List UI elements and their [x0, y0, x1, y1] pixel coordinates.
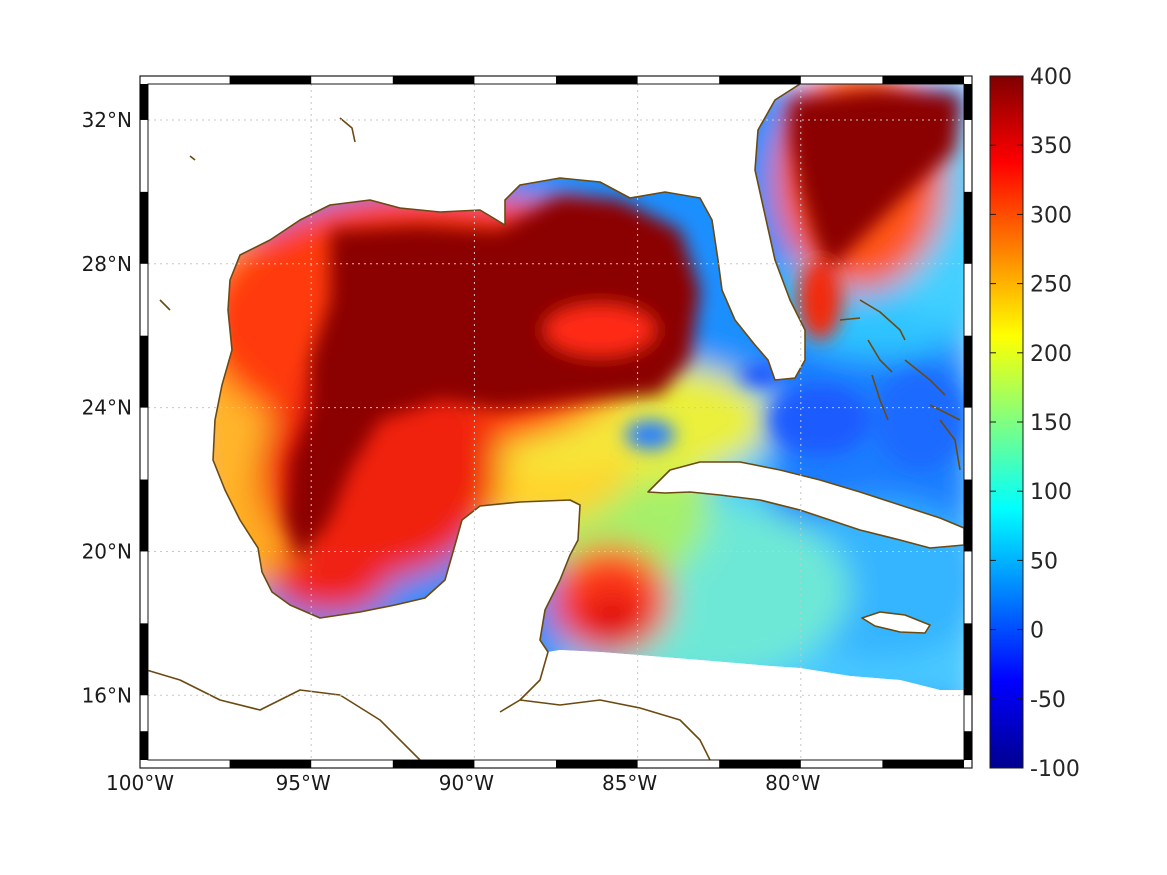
y-tick-label: 24°N	[82, 396, 132, 420]
frame-segment-top	[556, 76, 638, 84]
frame-segment-right	[964, 84, 972, 120]
colorbar-tick-label: 300	[1030, 203, 1072, 228]
y-tick-label: 32°N	[82, 108, 132, 132]
colorbar-tick-label: 150	[1030, 411, 1072, 436]
cuba-coast-line	[647, 461, 964, 549]
colorbar-tick-label: -100	[1030, 757, 1080, 782]
frame-segment-top	[392, 76, 475, 84]
colorbar-tick-label: -50	[1030, 688, 1066, 713]
central-america-coast-line	[519, 699, 711, 760]
ocean-value-field	[148, 84, 964, 760]
map-frame-checkers	[140, 76, 972, 768]
y-tick-label: 28°N	[82, 252, 132, 276]
colorbar-tick-label: 100	[1030, 480, 1072, 505]
colorbar-tick-label: 250	[1030, 273, 1072, 298]
map-grid	[148, 84, 964, 760]
x-tick-label: 95°W	[276, 771, 331, 795]
frame-segment-right	[964, 623, 972, 696]
y-tick-label: 20°N	[82, 539, 132, 563]
pacific-coast-line	[148, 669, 421, 760]
coastlines	[148, 84, 964, 760]
jamaica-coast-line	[861, 611, 931, 634]
colorbar-tick-label: 200	[1030, 342, 1072, 367]
frame-segment-bottom	[719, 760, 801, 768]
bahamas-islands	[839, 299, 961, 471]
frame-segment-left	[140, 191, 148, 264]
mexico-landmass	[148, 240, 964, 760]
colorbar-ticks: 400 350 300 250 200 150 100 50 0 -50 -100	[990, 65, 1080, 782]
frame-segment-left	[140, 623, 148, 696]
colorbar-tick-label: 400	[1030, 65, 1072, 90]
frame-segment-right	[964, 479, 972, 552]
frame-segment-bottom	[556, 760, 638, 768]
x-tick-label: 80°W	[765, 771, 820, 795]
gulf-coast-line	[269, 84, 806, 381]
x-tick-label: 90°W	[439, 771, 494, 795]
colorbar-tick-label: 50	[1030, 549, 1058, 574]
frame-segment-top	[229, 76, 312, 84]
x-tick-label: 85°W	[602, 771, 657, 795]
frame-segment-left	[140, 84, 148, 120]
frame-segment-top	[719, 76, 801, 84]
frame-segment-bottom	[392, 760, 475, 768]
y-axis-ticks: 16°N 20°N 24°N 28°N 32°N	[82, 108, 132, 707]
colorbar-tick-label: 0	[1030, 619, 1044, 644]
frame-segment-right	[964, 731, 972, 760]
frame-segment-left	[140, 731, 148, 760]
frame-segment-right	[964, 335, 972, 408]
united-states-landmass	[148, 84, 805, 380]
frame-segment-bottom	[882, 760, 964, 768]
frame-segment-bottom	[229, 760, 312, 768]
frame-segment-left	[140, 479, 148, 552]
x-axis-ticks: 100°W 95°W 90°W 85°W 80°W	[106, 771, 821, 795]
jamaica-landmass	[862, 612, 930, 633]
x-tick-label: 100°W	[106, 771, 174, 795]
mexico-coast-line	[212, 239, 581, 713]
frame-segment-right	[964, 191, 972, 264]
colorbar-tick-label: 350	[1030, 134, 1072, 159]
cuba-landmass	[648, 462, 964, 548]
texas-islands	[159, 117, 356, 311]
frame-segment-left	[140, 335, 148, 408]
y-tick-label: 16°N	[82, 683, 132, 707]
frame-segment-top	[882, 76, 964, 84]
